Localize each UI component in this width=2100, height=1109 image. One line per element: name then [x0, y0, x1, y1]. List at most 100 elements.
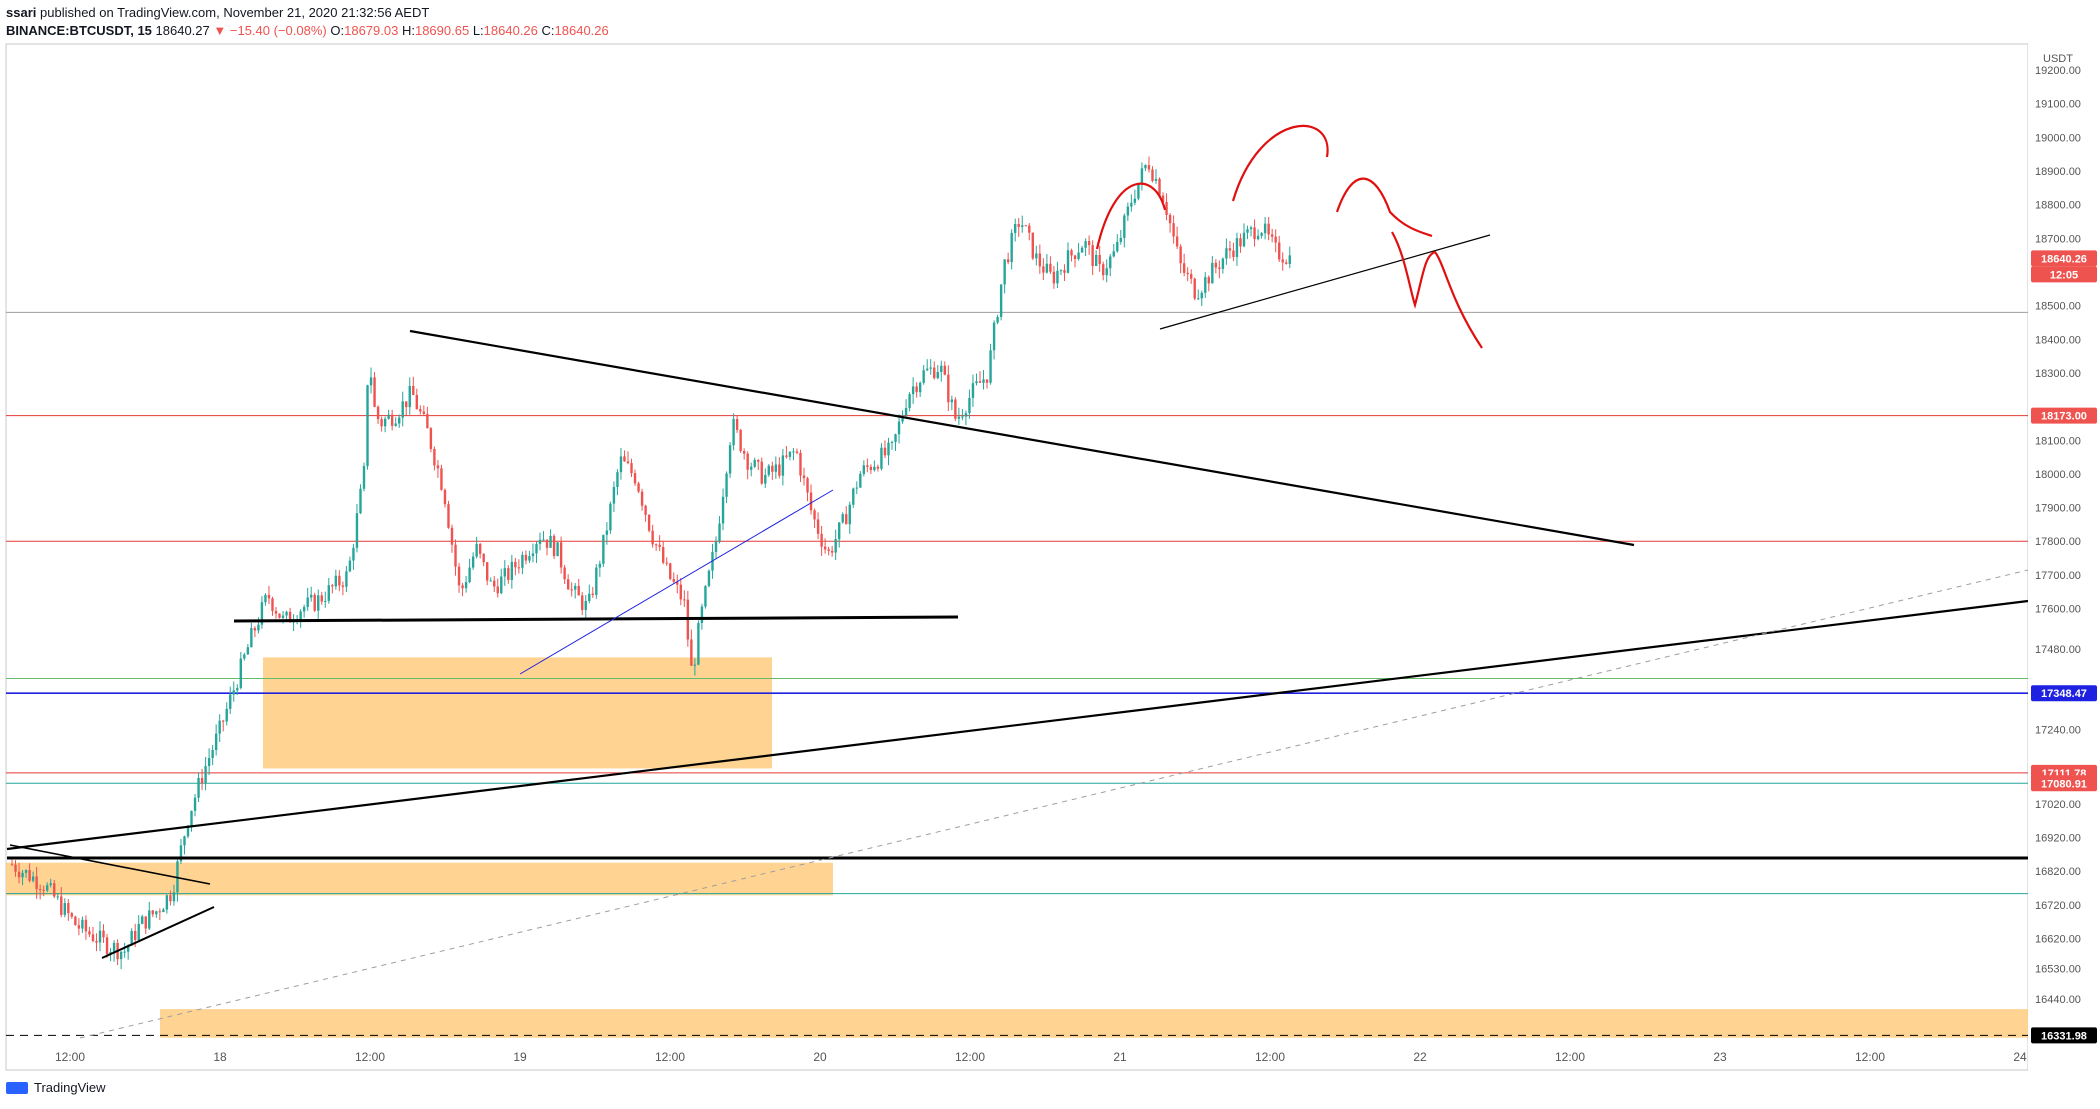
currency-label: USDT — [2043, 53, 2073, 65]
author-name[interactable]: ssari — [6, 5, 37, 20]
zone-rect-2 — [160, 1009, 2028, 1038]
candle-body-174 — [623, 456, 626, 462]
candle-body-149 — [535, 544, 538, 554]
candle-body-213 — [760, 461, 763, 484]
candle-body-183 — [654, 544, 658, 546]
candle-body-77 — [281, 615, 285, 618]
candle-body-232 — [827, 549, 830, 551]
candle-body-5 — [28, 870, 31, 881]
candle-body-346 — [1228, 248, 1232, 251]
candle-body-292 — [1038, 253, 1042, 267]
candle-body-93 — [338, 575, 341, 586]
candle-body-281 — [999, 284, 1003, 317]
price-tick-label: 18900.00 — [2035, 166, 2081, 178]
close-value: 18640.26 — [554, 23, 609, 38]
candle-body-328 — [1165, 201, 1168, 216]
pattern-curve-3 — [1391, 231, 1483, 349]
candle-body-222 — [792, 451, 795, 453]
candle-body-326 — [1158, 178, 1161, 196]
candle-body-101 — [366, 385, 369, 467]
candle-body-126 — [454, 544, 457, 567]
candle-body-132 — [475, 543, 478, 557]
candle-body-4 — [24, 870, 28, 873]
candle-body-321 — [1140, 168, 1144, 184]
candle-body-156 — [559, 542, 563, 568]
pattern-curve-1 — [1231, 124, 1329, 202]
candle-body-217 — [774, 464, 778, 472]
price-badge-label: 12:05 — [2050, 269, 2078, 281]
time-axis[interactable]: 12:00 18 12:00 19 12:00 20 12:00 21 12:00 22 12:00… — [55, 1050, 2027, 1064]
candle-body-177 — [633, 473, 637, 484]
candle-body-356 — [1263, 223, 1267, 234]
published-text: published on TradingView.com, November 2… — [40, 5, 430, 20]
trendline-drawings — [6, 124, 2029, 1039]
time-tick-label: 22 — [1413, 1050, 1427, 1064]
price-change: −15.40 (−0.08%) — [229, 23, 327, 38]
trendline-4 — [519, 489, 834, 675]
tradingview-brand[interactable]: TradingView — [6, 1080, 106, 1095]
candle-body-340 — [1207, 277, 1210, 284]
pattern-curve-0 — [1095, 182, 1167, 250]
candle-body-135 — [486, 562, 489, 581]
candle-body-223 — [795, 451, 799, 453]
candle-body-118 — [426, 413, 429, 429]
candle-body-163 — [584, 600, 587, 610]
candle-body-14 — [60, 896, 63, 915]
candle-body-288 — [1024, 225, 1027, 227]
candle-body-286 — [1017, 223, 1020, 227]
candle-body-172 — [616, 472, 619, 488]
time-tick-label: 12:00 — [55, 1050, 85, 1064]
candle-body-33 — [126, 945, 130, 952]
candle-body-236 — [841, 514, 844, 523]
trendline-2 — [6, 599, 2029, 851]
candle-body-9 — [42, 889, 45, 891]
candle-body-29 — [112, 942, 116, 952]
price-tick-label: 17240.00 — [2035, 725, 2081, 737]
candle-body-55 — [204, 766, 207, 784]
candle-body-334 — [1186, 272, 1189, 275]
candle-body-19 — [77, 925, 81, 929]
candle-body-13 — [56, 896, 59, 898]
time-tick-label: 23 — [1713, 1050, 1727, 1064]
open-label: O: — [330, 23, 345, 38]
symbol-label[interactable]: BINANCE:BTCUSDT, 15 — [6, 23, 152, 38]
candle-body-204 — [728, 445, 732, 474]
candle-body-65 — [239, 658, 242, 688]
ohlc-line: BINANCE:BTCUSDT, 15 18640.27 ▼ −15.40 (−… — [6, 22, 1706, 40]
candle-body-184 — [658, 544, 661, 548]
candle-body-17 — [70, 913, 74, 917]
candle-body-318 — [1130, 202, 1133, 207]
candle-body-54 — [200, 777, 204, 784]
price-tick-label: 19200.00 — [2035, 65, 2081, 77]
candle-body-155 — [556, 542, 559, 557]
candle-body-22 — [88, 931, 91, 935]
candle-body-243 — [866, 465, 869, 467]
candle-body-287 — [1021, 225, 1024, 227]
candle-body-211 — [753, 459, 756, 467]
candle-body-242 — [862, 465, 866, 474]
candle-body-179 — [640, 491, 644, 506]
candle-body-110 — [398, 417, 401, 424]
candle-body-78 — [285, 611, 288, 616]
high-value: 18690.65 — [414, 23, 470, 38]
price-axis[interactable]: 16440.00 16530.00 16620.00 16720.00 16820.00… — [2028, 44, 2100, 1070]
candle-body-251 — [894, 434, 897, 442]
candle-body-308 — [1094, 254, 1098, 267]
candle-body-43 — [162, 909, 165, 913]
candle-body-254 — [904, 408, 908, 416]
price-tick-label: 18700.00 — [2035, 233, 2081, 245]
price-tick-label: 16720.00 — [2035, 900, 2081, 912]
candle-body-26 — [102, 930, 105, 938]
price-tick-label: 19000.00 — [2035, 132, 2081, 144]
candle-body-333 — [1182, 263, 1186, 273]
candle-body-299 — [1063, 270, 1066, 273]
trendline-1 — [233, 615, 959, 623]
candle-body-258 — [918, 382, 922, 393]
candle-body-159 — [570, 589, 573, 591]
candle-body-297 — [1056, 270, 1059, 284]
candle-body-36 — [137, 923, 140, 941]
candle-body-323 — [1147, 165, 1151, 170]
candle-body-235 — [838, 522, 841, 540]
candle-body-122 — [440, 468, 443, 490]
